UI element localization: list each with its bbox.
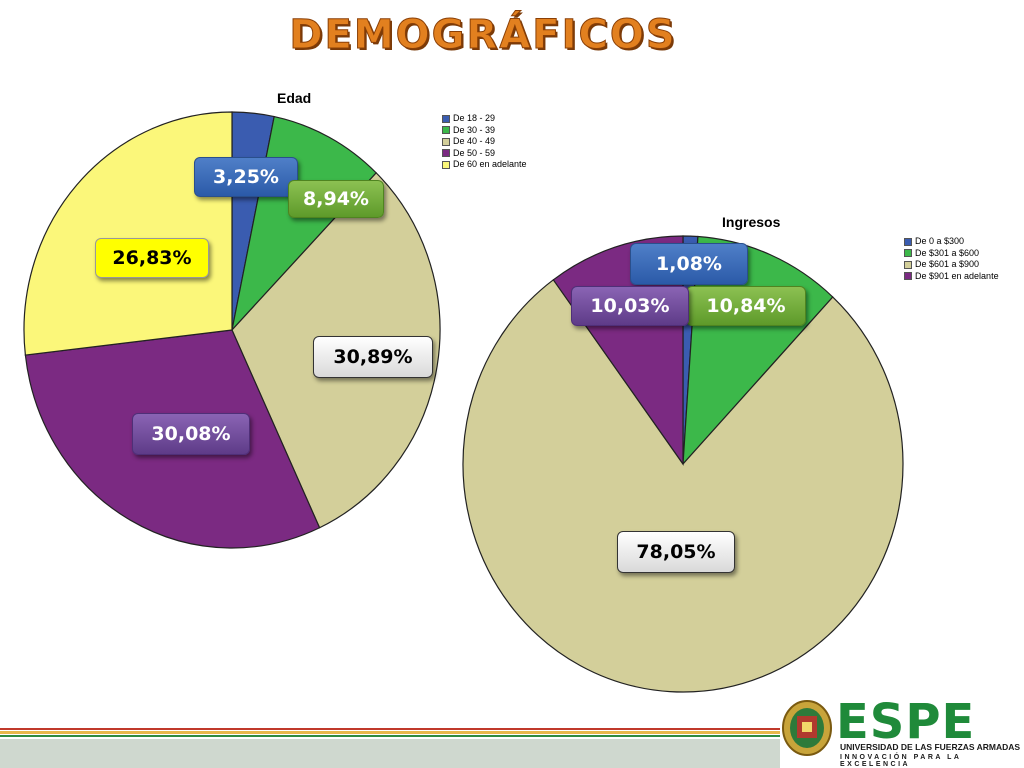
university-name: UNIVERSIDAD DE LAS FUERZAS ARMADAS [840, 742, 1021, 752]
edad-legend-swatch [442, 126, 450, 135]
ingresos-legend-item: De $301 a $600 [904, 248, 999, 260]
ingresos-legend: De 0 a $300 De $301 a $600 De $601 a $900 D… [904, 236, 999, 282]
edad-legend-swatch [442, 114, 450, 123]
slide-title: DEMOGRÁFICOS [289, 12, 677, 59]
edad-legend: De 18 - 29 De 30 - 39 De 40 - 49 De 50 - 59… [442, 113, 527, 171]
edad-label-50-59: 30,08% [132, 413, 250, 455]
edad-legend-item: De 18 - 29 [442, 113, 527, 125]
edad-label-30-39: 8,94% [288, 180, 384, 218]
edad-label-60-plus: 26,83% [95, 238, 209, 278]
edad-chart-title: Edad [277, 90, 312, 106]
ingresos-slice-2 [462, 278, 904, 693]
edad-slice-4 [23, 111, 233, 356]
ingresos-legend-item: De $901 en adelante [904, 271, 999, 283]
ingresos-legend-item: De 0 a $300 [904, 236, 999, 248]
university-motto: INNOVACIÓN PARA LA EXCELENCIA [840, 754, 962, 768]
edad-legend-label: De 18 - 29 [453, 113, 496, 123]
edad-legend-label: De 50 - 59 [453, 147, 496, 158]
edad-legend-swatch [442, 149, 450, 158]
ingresos-legend-swatch [904, 237, 912, 246]
edad-legend-item: De 50 - 59 [442, 148, 527, 160]
ingresos-legend-label: De 0 a $300 [915, 236, 965, 246]
edad-legend-label: De 60 en adelante [453, 159, 527, 169]
ingresos-label-901-plus: 10,03% [571, 286, 689, 326]
edad-label-18-29: 3,25% [194, 157, 298, 197]
ingresos-legend-swatch [904, 260, 912, 269]
edad-legend-label: De 40 - 49 [453, 136, 496, 146]
ingresos-label-601-900: 78,05% [617, 531, 735, 573]
ingresos-chart-title: Ingresos [722, 214, 781, 230]
ingresos-legend-label: De $301 a $600 [915, 247, 980, 258]
ingresos-legend-label: De $601 a $900 [915, 259, 980, 269]
edad-legend-item: De 40 - 49 [442, 136, 527, 148]
ingresos-legend-item: De $601 a $900 [904, 259, 999, 271]
espe-logo-text: ESPE [836, 694, 976, 750]
edad-legend-item: De 30 - 39 [442, 125, 527, 137]
espe-emblem-icon [782, 700, 832, 756]
ingresos-label-301-600: 10,84% [686, 286, 806, 326]
ingresos-legend-label: De $901 en adelante [915, 270, 999, 281]
ingresos-legend-swatch [904, 272, 912, 281]
edad-label-40-49: 30,89% [313, 336, 433, 378]
edad-legend-swatch [442, 137, 450, 146]
footer-stripes [0, 728, 780, 768]
ingresos-legend-swatch [904, 249, 912, 258]
edad-legend-label: De 30 - 39 [453, 124, 496, 135]
ingresos-label-0-300: 1,08% [630, 243, 748, 285]
edad-legend-swatch [442, 160, 450, 169]
edad-legend-item: De 60 en adelante [442, 159, 527, 171]
